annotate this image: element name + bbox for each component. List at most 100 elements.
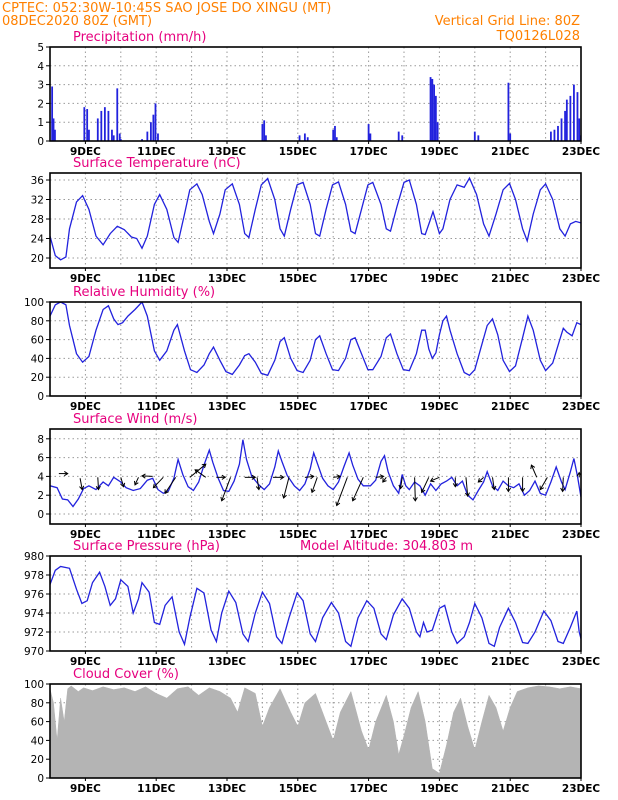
precipitation-bar: [332, 129, 335, 141]
humidity-line: [50, 302, 581, 377]
pressure-xtick-label: 11DEC: [137, 656, 176, 668]
cloud-title: Cloud Cover (%): [73, 667, 179, 682]
precipitation-series: [51, 77, 581, 141]
precipitation-bar: [473, 131, 476, 141]
wind-vector-head: [412, 497, 418, 502]
wind-vector: [333, 475, 341, 478]
precipitation-xtick-label: 9DEC: [70, 146, 101, 158]
wind-xtick-label: 21DEC: [491, 529, 530, 541]
temperature-xtick-label: 21DEC: [491, 273, 530, 285]
precipitation-bar: [429, 77, 432, 141]
precipitation-bar: [560, 118, 563, 141]
wind-vector: [478, 476, 484, 483]
wind-vector-head: [194, 469, 200, 474]
precipitation-frame: [49, 46, 582, 142]
wind-vector: [414, 477, 416, 501]
precipitation-panel: Precipitation (mm/h) 0 1 2 3 4 5 9DEC 11DEC 13DEC…: [37, 30, 600, 158]
wind-vector: [430, 476, 440, 482]
pressure-ytick-label: 976: [24, 589, 44, 601]
pressure-ytick-label: 978: [24, 570, 44, 582]
wind-vector: [221, 477, 232, 502]
wind-vector: [311, 477, 318, 493]
wind-vector-head: [477, 478, 483, 483]
temperature-panel: Surface Temperature (nC) 20 24 28 32 36 9DEC 11…: [31, 156, 601, 285]
precipitation-ytick-label: 0: [37, 136, 44, 148]
wind-vector-head: [539, 485, 545, 491]
precipitation-bar: [152, 114, 155, 141]
pressure-xtick-label: 13DEC: [208, 656, 247, 668]
precipitation-bar: [436, 122, 439, 141]
cloud-xtick-label: 23DEC: [562, 783, 601, 795]
wind-vector: [194, 469, 207, 478]
precipitation-xtick-label: 23DEC: [562, 146, 601, 158]
humidity-ytick-label: 60: [31, 335, 44, 347]
humidity-ytick-label: 20: [31, 372, 44, 384]
temperature-xtick-label: 13DEC: [208, 273, 247, 285]
wind-vector: [492, 477, 495, 490]
wind-vector-head: [251, 474, 257, 480]
pressure-ytick-label: 974: [24, 608, 44, 620]
precipitation-bar: [557, 125, 559, 141]
precipitation-bar: [116, 88, 119, 141]
precipitation-bar: [88, 129, 90, 141]
pressure-line: [50, 565, 581, 648]
wind-xtick-label: 11DEC: [137, 529, 176, 541]
precipitation-bar: [265, 135, 267, 141]
cloud-xtick-label: 19DEC: [420, 783, 459, 795]
temperature-xtick-label: 9DEC: [70, 273, 101, 285]
header-location: CPTEC: 052:30W-10:45S SAO JOSE DO XINGU …: [2, 1, 331, 16]
wind-vector: [375, 475, 384, 478]
precipitation-xtick-label: 15DEC: [279, 146, 318, 158]
wind-vector-head: [379, 474, 385, 480]
precipitation-bar: [369, 133, 372, 141]
wind-ytick-label: 2: [37, 490, 44, 502]
wind-vector-head: [79, 485, 85, 491]
wind-vector-head: [519, 487, 526, 493]
wind-vector-head: [64, 470, 69, 477]
precipitation-bar: [334, 125, 336, 141]
wind-vector-head: [310, 488, 316, 494]
precipitation-bar: [111, 129, 113, 141]
wind-vector-head: [164, 489, 169, 495]
pressure-ytick-label: 980: [24, 551, 44, 563]
precipitation-ytick-label: 5: [37, 42, 44, 54]
wind-line: [50, 439, 581, 508]
wind-vector-head: [335, 501, 341, 507]
precipitation-bar: [550, 131, 552, 141]
humidity-title: Relative Humidity (%): [73, 285, 215, 300]
humidity-frame: [49, 301, 582, 397]
precipitation-bar: [96, 118, 99, 141]
precipitation-bar: [367, 124, 370, 141]
precipitation-bar: [119, 139, 122, 141]
wind-vector-head: [201, 463, 207, 469]
temperature-series: [50, 176, 581, 261]
wind-vector-head: [491, 485, 497, 491]
pressure-series: [50, 565, 581, 648]
humidity-xtick-label: 23DEC: [562, 401, 601, 413]
temperature-xtick-label: 17DEC: [349, 273, 388, 285]
wind-xtick-label: 13DEC: [208, 529, 247, 541]
temperature-xtick-label: 23DEC: [562, 273, 601, 285]
humidity-panel: Relative Humidity (%) 0 20 40 60 80 100 9DEC 11D…: [24, 285, 600, 413]
wind-vector-head: [220, 496, 226, 502]
wind-vector: [164, 477, 177, 494]
precipitation-bar: [261, 124, 264, 141]
wind-vector-head: [336, 474, 342, 480]
humidity-xtick-label: 15DEC: [279, 401, 318, 413]
wind-vector: [352, 477, 364, 502]
cloud-ytick-label: 40: [31, 735, 44, 747]
cloud-panel: Cloud Cover (%) 0 20 40 60 80 100 9DEC 11DEC 13DE…: [24, 667, 600, 795]
wind-vector-head: [530, 464, 536, 470]
precipitation-bar: [507, 82, 510, 141]
wind-ytick-label: 0: [37, 509, 44, 521]
humidity-ytick-label: 40: [31, 353, 44, 365]
precipitation-bar: [303, 133, 306, 141]
header-model-code: TQ0126L028: [496, 29, 580, 44]
precipitation-bar: [157, 133, 159, 141]
precipitation-bar: [51, 86, 54, 141]
wind-series: [50, 439, 581, 508]
wind-vector-head: [95, 485, 101, 491]
pressure-ytick-label: 972: [24, 627, 44, 639]
wind-vector: [120, 477, 125, 487]
wind-panel: Surface Wind (m/s) 0 2 4 6 8 9DEC 11DEC 13DEC 15D…: [37, 412, 600, 541]
